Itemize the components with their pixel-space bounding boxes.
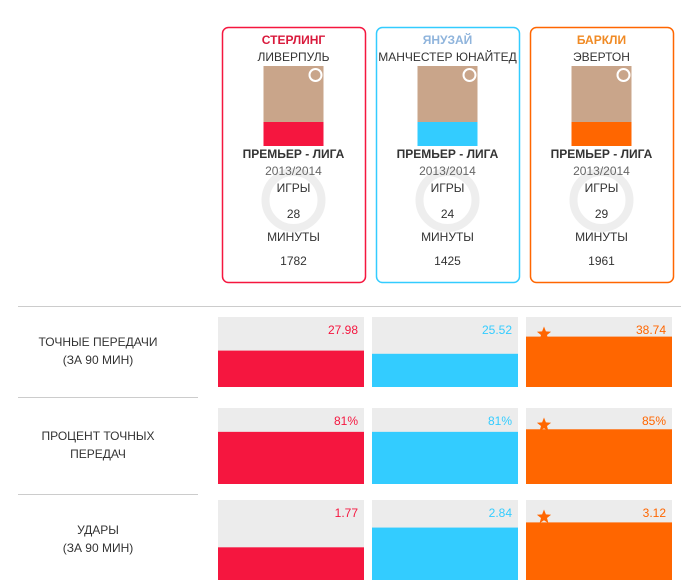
player-name: БАРКЛИ bbox=[577, 33, 626, 47]
value-label: 81% bbox=[334, 414, 358, 428]
player-club: ЛИВЕРПУЛЬ bbox=[257, 50, 329, 64]
league: ПРЕМЬЕР - ЛИГА bbox=[397, 147, 499, 161]
photo-badge bbox=[616, 68, 631, 82]
minutes-value: 1425 bbox=[434, 254, 461, 268]
value-label: 3.12 bbox=[643, 506, 667, 520]
metric-label: ТОЧНЫЕ ПЕРЕДАЧИ bbox=[39, 335, 158, 349]
minutes-label: МИНУТЫ bbox=[575, 230, 628, 244]
value-label: 25.52 bbox=[482, 323, 512, 337]
player-photo-shirt bbox=[263, 122, 324, 146]
bar bbox=[372, 353, 518, 387]
games-value: 24 bbox=[441, 207, 455, 221]
player-club: ЭВЕРТОН bbox=[573, 50, 630, 64]
bar bbox=[526, 522, 672, 580]
metric-label: УДАРЫ bbox=[77, 523, 119, 537]
value-label: 2.84 bbox=[489, 506, 513, 520]
bar bbox=[372, 527, 518, 580]
minutes-label: МИНУТЫ bbox=[267, 230, 320, 244]
season: 2013/2014 bbox=[419, 164, 476, 178]
season: 2013/2014 bbox=[265, 164, 322, 178]
season: 2013/2014 bbox=[573, 164, 630, 178]
games-value: 28 bbox=[287, 207, 301, 221]
metric-label: (ЗА 90 МИН) bbox=[63, 541, 134, 555]
league: ПРЕМЬЕР - ЛИГА bbox=[243, 147, 345, 161]
card-emblem bbox=[261, 168, 326, 232]
player-card bbox=[529, 26, 675, 284]
bar bbox=[218, 350, 364, 387]
minutes-value: 1782 bbox=[280, 254, 307, 268]
bar bbox=[526, 429, 672, 484]
player-name: ЯНУЗАЙ bbox=[423, 32, 473, 47]
photo-badge bbox=[462, 68, 477, 82]
minutes-label: МИНУТЫ bbox=[421, 230, 474, 244]
player-club: МАНЧЕСТЕР ЮНАЙТЕД bbox=[378, 49, 517, 64]
photo-badge bbox=[308, 68, 323, 82]
league: ПРЕМЬЕР - ЛИГА bbox=[551, 147, 653, 161]
metric-label: ПРОЦЕНТ ТОЧНЫХ bbox=[41, 429, 154, 443]
games-value: 29 bbox=[595, 207, 609, 221]
value-label: 1.77 bbox=[335, 506, 359, 520]
minutes-value: 1961 bbox=[588, 254, 615, 268]
bar bbox=[526, 336, 672, 387]
best-star bbox=[536, 417, 552, 432]
best-star bbox=[536, 509, 552, 524]
bar bbox=[372, 431, 518, 484]
best-star bbox=[536, 326, 552, 341]
card-emblem bbox=[415, 168, 480, 232]
value-label: 81% bbox=[488, 414, 512, 428]
games-label: ИГРЫ bbox=[277, 181, 311, 195]
value-label: 85% bbox=[642, 414, 666, 428]
metric-label: (ЗА 90 МИН) bbox=[63, 353, 134, 367]
games-label: ИГРЫ bbox=[431, 181, 465, 195]
player-name: СТЕРЛИНГ bbox=[262, 33, 326, 47]
player-card bbox=[221, 26, 367, 284]
games-label: ИГРЫ bbox=[585, 181, 619, 195]
player-photo-shirt bbox=[417, 122, 478, 146]
bar bbox=[218, 547, 364, 580]
value-label: 27.98 bbox=[328, 323, 358, 337]
metric-label: ПЕРЕДАЧ bbox=[70, 447, 126, 461]
player-photo-shirt bbox=[571, 122, 632, 146]
player-card bbox=[375, 26, 521, 284]
value-label: 38.74 bbox=[636, 323, 666, 337]
card-emblem bbox=[569, 168, 634, 232]
bar bbox=[218, 431, 364, 484]
